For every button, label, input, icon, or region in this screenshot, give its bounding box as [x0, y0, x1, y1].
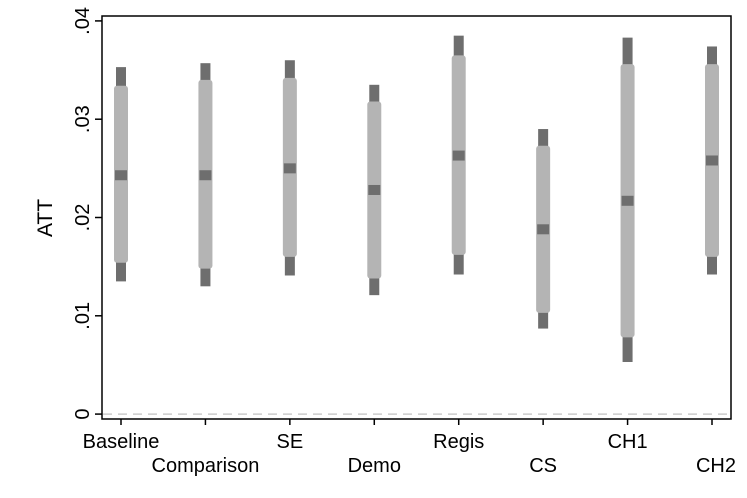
- plot-area: [103, 35, 730, 415]
- estimate-se: [282, 60, 297, 276]
- y-axis-title: ATT: [34, 199, 57, 237]
- point-estimate-marker: [452, 150, 465, 161]
- x-tick-label-ch2: CH2: [696, 455, 736, 477]
- x-tick-label-cs: CS: [529, 455, 557, 477]
- point-estimate-marker: [199, 170, 212, 181]
- point-estimate-marker: [621, 195, 634, 206]
- x-tick-label-comparison: Comparison: [152, 455, 260, 477]
- y-axis: 0 .01 .02 .03 .04: [72, 7, 102, 420]
- estimate-baseline: [114, 67, 128, 282]
- point-estimate-marker: [115, 170, 127, 181]
- x-tick-label-regis: Regis: [433, 431, 484, 453]
- point-estimate-marker: [706, 155, 718, 166]
- point-estimate-marker: [283, 163, 296, 174]
- y-tick-label: .02: [72, 204, 94, 232]
- estimate-ch1: [620, 37, 635, 362]
- estimate-regis: [451, 35, 466, 275]
- y-tick-label: .04: [72, 7, 94, 35]
- y-tick-label: .03: [72, 105, 94, 133]
- y-tick-label: .01: [72, 302, 94, 330]
- estimate-comparison: [198, 63, 213, 287]
- x-tick-label-se: SE: [277, 431, 304, 453]
- estimate-ch2: [705, 46, 719, 275]
- x-tick-label-baseline: Baseline: [83, 431, 160, 453]
- estimate-demo: [367, 84, 382, 296]
- x-tick-label-ch1: CH1: [608, 431, 648, 453]
- point-estimate-marker: [537, 224, 550, 235]
- point-estimate-marker: [368, 184, 381, 195]
- x-tick-label-demo: Demo: [348, 455, 401, 477]
- y-tick-label: 0: [72, 409, 94, 420]
- estimate-cs: [536, 129, 551, 329]
